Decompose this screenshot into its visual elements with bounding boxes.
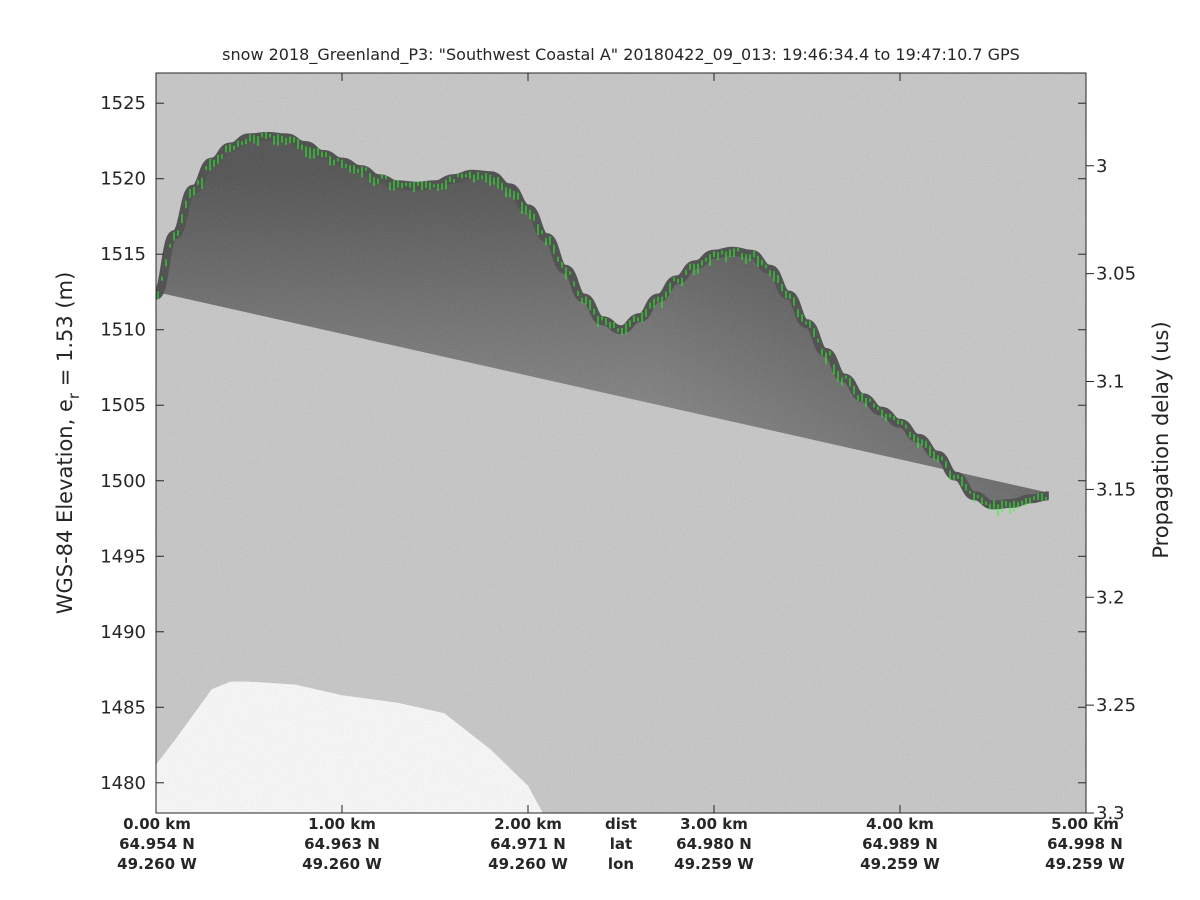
x-tick-lon-label: 49.259 W: [674, 855, 754, 873]
right-y-axis-ticks: 3 3.05 3.1 3.15 3.2 3.25 3.3: [1086, 156, 1136, 824]
y-tick-label: 1525: [100, 93, 146, 114]
x-tick-lat-label: 64.980 N: [676, 835, 752, 853]
x-tick-dist-label: 0.00 km: [123, 815, 191, 833]
x-axis-ticks: 0.00 km 64.954 N 49.260 W 1.00 km 64.963 N 49…: [117, 73, 1125, 873]
y2-tick-label: 3.15: [1096, 479, 1136, 500]
x-tick-dist-label: 1.00 km: [308, 815, 376, 833]
dist-row-label: dist: [605, 815, 637, 833]
x-tick-dist-label: 5.00 km: [1051, 815, 1119, 833]
x-tick-lat-label: 64.971 N: [490, 835, 566, 853]
x-tick-dist-label: 3.00 km: [680, 815, 748, 833]
left-y-axis-label: WGS-84 Elevation, er = 1.53 (m): [53, 272, 83, 615]
lat-row-label: lat: [610, 835, 632, 853]
echogram-plot-area: [156, 73, 1086, 813]
x-tick-lon-label: 49.260 W: [117, 855, 197, 873]
x-tick-lon-label: 49.260 W: [488, 855, 568, 873]
y-tick-label: 1515: [100, 244, 146, 265]
y-tick-label: 1510: [100, 320, 146, 341]
x-tick-dist-label: 2.00 km: [494, 815, 562, 833]
y-tick-label: 1500: [100, 471, 146, 492]
y-tick-label: 1485: [100, 697, 146, 718]
y2-tick-label: 3.2: [1096, 587, 1125, 608]
x-tick-lat-label: 64.998 N: [1047, 835, 1123, 853]
x-tick-lon-label: 49.260 W: [302, 855, 382, 873]
axes-frame: [155, 72, 1087, 814]
y-tick-label: 1495: [100, 546, 146, 567]
y-tick-label: 1505: [100, 395, 146, 416]
y-tick-label: 1480: [100, 773, 146, 794]
lon-row-label: lon: [608, 855, 634, 873]
y2-tick-label: 3: [1096, 156, 1107, 177]
x-tick-dist-label: 4.00 km: [866, 815, 934, 833]
y2-tick-label: 3.25: [1096, 695, 1136, 716]
chart-title: snow 2018_Greenland_P3: "Southwest Coast…: [222, 45, 1020, 65]
y-tick-label: 1490: [100, 622, 146, 643]
y2-tick-label: 3.1: [1096, 372, 1125, 393]
right-y-axis-label: Propagation delay (us): [1149, 321, 1173, 558]
y2-tick-label: 3.3: [1096, 803, 1125, 824]
x-row-labels: dist lat lon: [605, 815, 637, 873]
surface-layer-picks: [157, 132, 1047, 517]
left-y-axis-ticks: 1525 1520 1515 1510 1505 1500 1495 1490 1485 1480: [100, 93, 1086, 794]
x-tick-lat-label: 64.989 N: [862, 835, 938, 853]
speckle-noise-overlay: [156, 73, 1086, 813]
x-tick-lat-label: 64.954 N: [119, 835, 195, 853]
x-tick-lat-label: 64.963 N: [304, 835, 380, 853]
y-tick-label: 1520: [100, 169, 146, 190]
x-tick-lon-label: 49.259 W: [860, 855, 940, 873]
x-tick-lon-label: 49.259 W: [1045, 855, 1125, 873]
y2-tick-label: 3.05: [1096, 264, 1136, 285]
